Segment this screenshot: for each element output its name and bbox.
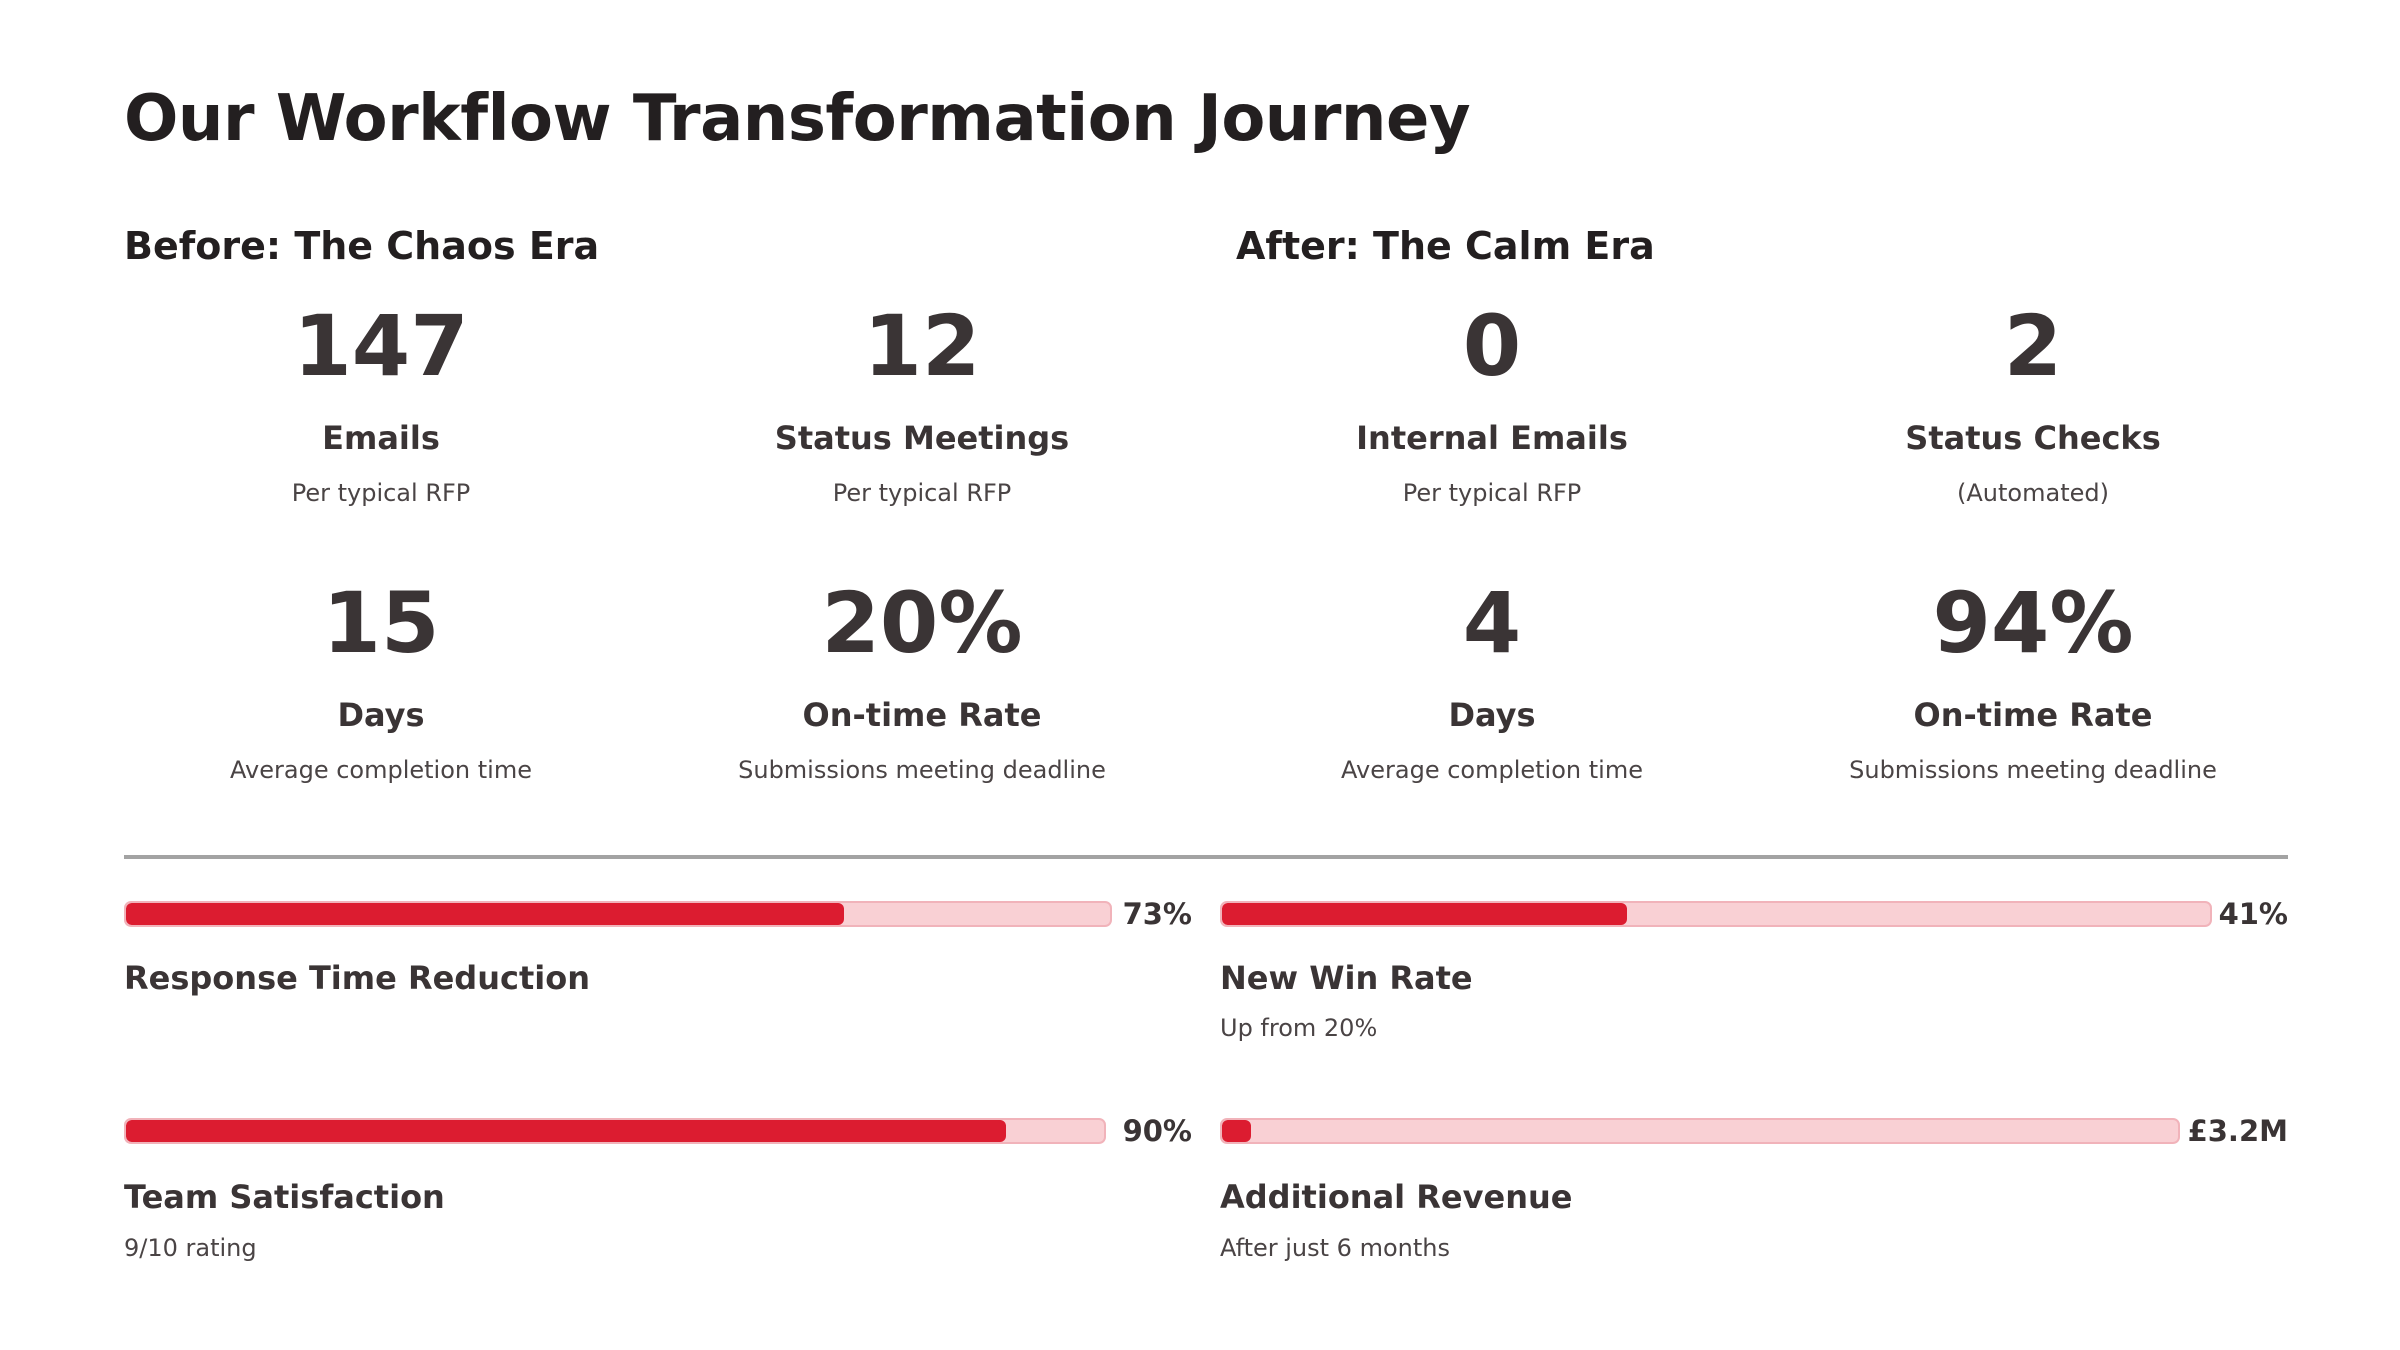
progress-fill (126, 903, 845, 925)
stat-subtext: Submissions meeting deadline (1849, 756, 2217, 784)
stat-value: 15 (322, 574, 440, 672)
before-stat-on-time-rate: 20% On-time Rate Submissions meeting dea… (662, 573, 1182, 785)
progress-fill (1222, 903, 1628, 925)
progress-value: 90% (1122, 1114, 1192, 1148)
metric-subtext: After just 6 months (1220, 1234, 1450, 1262)
stat-subtext: Per typical RFP (291, 479, 471, 507)
stat-label: On-time Rate (1913, 696, 2153, 734)
metric-label: New Win Rate (1220, 959, 1473, 997)
stat-label: On-time Rate (802, 696, 1042, 734)
stat-label: Status Checks (1905, 419, 2161, 457)
stat-value: 2 (2003, 297, 2063, 395)
metric-subtext: 9/10 rating (124, 1234, 257, 1262)
after-era-heading: After: The Calm Era (1236, 224, 1655, 268)
progress-fill (1222, 1120, 1251, 1142)
section-divider (124, 855, 2288, 859)
team-satisfaction-progress-bar (124, 1118, 1106, 1144)
stat-subtext: Submissions meeting deadline (738, 756, 1106, 784)
metric-label: Team Satisfaction (124, 1178, 445, 1216)
additional-revenue-progress-bar (1220, 1118, 2180, 1144)
metric-subtext: Up from 20% (1220, 1014, 1378, 1042)
after-stat-status-checks: 2 Status Checks (Automated) (1773, 296, 2293, 508)
metric-label: Response Time Reduction (124, 959, 590, 997)
progress-value: 73% (1122, 897, 1192, 931)
stat-label: Days (1448, 696, 1536, 734)
after-stat-on-time-rate: 94% On-time Rate Submissions meeting dea… (1773, 573, 2293, 785)
stat-subtext: (Automated) (1957, 479, 2109, 507)
page-title: Our Workflow Transformation Journey (124, 82, 1471, 156)
stat-subtext: Per typical RFP (832, 479, 1012, 507)
before-stat-days: 15 Days Average completion time (121, 573, 641, 785)
before-era-heading: Before: The Chaos Era (124, 224, 600, 268)
win-rate-progress-bar (1220, 901, 2212, 927)
progress-fill (126, 1120, 1007, 1142)
metric-label: Additional Revenue (1220, 1178, 1573, 1216)
stat-value: 94% (1932, 574, 2134, 672)
stat-value: 147 (293, 297, 469, 395)
after-stat-days: 4 Days Average completion time (1232, 573, 1752, 785)
stat-value: 12 (863, 297, 981, 395)
stat-subtext: Average completion time (230, 756, 532, 784)
before-stat-status-meetings: 12 Status Meetings Per typical RFP (662, 296, 1182, 508)
after-stat-internal-emails: 0 Internal Emails Per typical RFP (1232, 296, 1752, 508)
stat-label: Emails (322, 419, 440, 457)
response-time-progress-bar (124, 901, 1112, 927)
stat-subtext: Average completion time (1341, 756, 1643, 784)
progress-value: £3.2M (2187, 1114, 2288, 1148)
stat-label: Internal Emails (1356, 419, 1628, 457)
stat-subtext: Per typical RFP (1402, 479, 1582, 507)
stat-value: 4 (1462, 574, 1522, 672)
before-stat-emails: 147 Emails Per typical RFP (121, 296, 641, 508)
stat-label: Days (337, 696, 425, 734)
stat-value: 0 (1462, 297, 1522, 395)
stat-value: 20% (821, 574, 1023, 672)
stat-label: Status Meetings (774, 419, 1070, 457)
progress-value: 41% (2218, 897, 2288, 931)
